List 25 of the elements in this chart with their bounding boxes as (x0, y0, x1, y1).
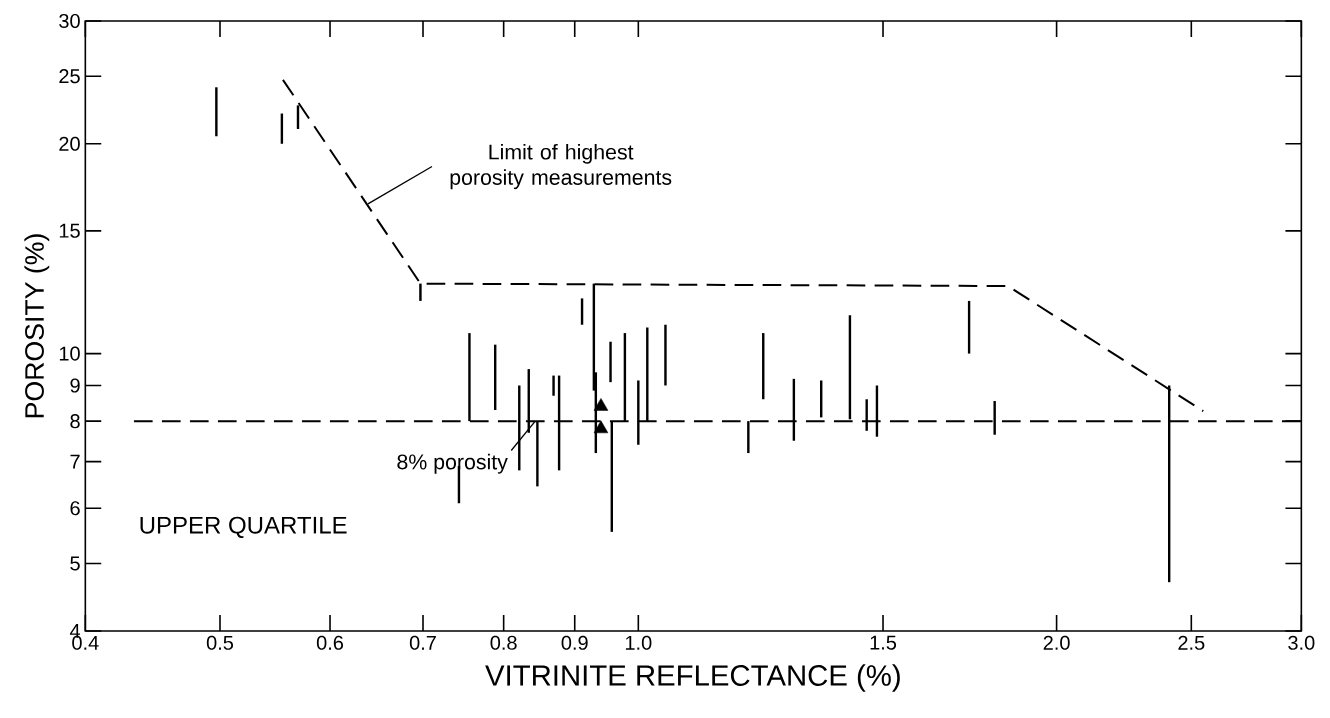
x-tick-label: 2.5 (1178, 635, 1205, 650)
x-tick-label: 1.0 (625, 635, 652, 650)
x-tick-label: 0.7 (409, 635, 436, 650)
y-tick-label: 6 (70, 501, 80, 516)
y-tick-label: 10 (59, 346, 80, 361)
x-axis-title: VITRINITE REFLECTANCE (%) (485, 664, 900, 692)
y-tick-label: 5 (70, 556, 80, 571)
annotation: Limit of highest porosity measurements (450, 143, 672, 190)
annotation: UPPER QUARTILE (140, 516, 347, 538)
y-tick-label: 15 (59, 223, 80, 238)
legend-label: 8% porosity (397, 453, 508, 474)
x-tick-label: 3.0 (1288, 635, 1315, 650)
y-axis-title: POROSITY (%) (24, 234, 50, 418)
x-tick-label: 0.8 (490, 635, 517, 650)
y-tick-label: 20 (59, 136, 80, 151)
y-tick-label: 30 (59, 13, 80, 29)
y-tick-label: 9 (70, 378, 80, 393)
y-tick-label: 8 (70, 414, 80, 429)
x-tick-label: 0.5 (206, 635, 234, 650)
x-tick-label: 2.0 (1043, 635, 1070, 650)
x-tick-label: 1.5 (870, 635, 897, 650)
x-tick-label: 0.6 (316, 635, 344, 650)
y-tick-label: 7 (70, 454, 80, 469)
y-tick-label: 25 (59, 69, 80, 84)
x-tick-label: 0.9 (561, 635, 588, 650)
